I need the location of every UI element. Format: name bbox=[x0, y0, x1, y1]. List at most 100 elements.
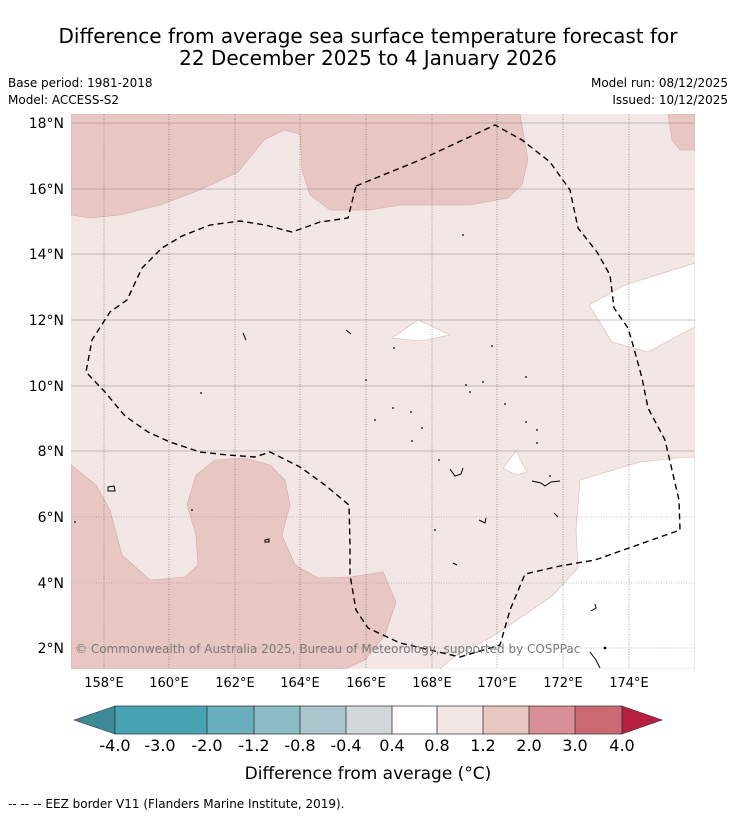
title-line-1: Difference from average sea surface temp… bbox=[58, 24, 678, 48]
colorbar: -4.0 -3.0 -2.0 -1.2 -0.8 -0.4 0.4 0.8 1.… bbox=[73, 705, 663, 755]
atoll bbox=[434, 529, 436, 531]
lat-label-8n: 8°N bbox=[38, 444, 64, 460]
anomaly-band-neutral-patch-2 bbox=[502, 450, 528, 476]
lon-label-160e: 160°E bbox=[149, 676, 189, 691]
anomaly-band-neutral-east bbox=[588, 262, 695, 353]
island-11 bbox=[452, 562, 458, 566]
colorbar-segment-4 bbox=[300, 706, 346, 734]
colorbar-label: 1.2 bbox=[470, 736, 495, 755]
lat-label-18n: 18°N bbox=[29, 116, 64, 132]
anomaly-band-0.8-1.2-south bbox=[71, 457, 397, 669]
colorbar-label: 4.0 bbox=[609, 736, 634, 755]
atoll bbox=[410, 411, 412, 413]
lat-label-16n: 16°N bbox=[29, 182, 64, 198]
colorbar-label: -4.0 bbox=[99, 736, 130, 755]
lat-label-12n: 12°N bbox=[29, 313, 64, 329]
colorbar-segment-9 bbox=[529, 706, 575, 734]
atoll bbox=[469, 391, 471, 393]
atoll bbox=[603, 646, 607, 650]
island-2 bbox=[264, 538, 270, 543]
atoll bbox=[482, 381, 484, 383]
colorbar-segment-7 bbox=[437, 706, 483, 734]
colorbar-label: 3.0 bbox=[562, 736, 587, 755]
island-7 bbox=[590, 603, 597, 612]
model-run: Model run: 08/12/2025 bbox=[590, 76, 728, 90]
atoll bbox=[465, 384, 467, 386]
colorbar-segment-2 bbox=[207, 706, 254, 734]
island-1 bbox=[107, 485, 116, 492]
islands bbox=[107, 329, 601, 669]
eez-border bbox=[85, 124, 681, 658]
colorbar-segment-1 bbox=[115, 706, 207, 734]
anomaly-field bbox=[71, 114, 695, 669]
anomaly-band-0.8-1.2-north bbox=[71, 114, 529, 219]
colorbar-segment-3 bbox=[254, 706, 300, 734]
base-period: Base period: 1981-2018 bbox=[8, 76, 153, 90]
atoll bbox=[191, 509, 193, 511]
lat-label-6n: 6°N bbox=[38, 510, 64, 526]
colorbar-segment-10 bbox=[575, 706, 622, 734]
colorbar-label: -1.2 bbox=[238, 736, 269, 755]
colorbar-label: 0.8 bbox=[424, 736, 449, 755]
longitude-labels: 158°E 160°E 162°E 164°E 166°E 168°E 170°… bbox=[84, 676, 649, 691]
issued-date: Issued: 10/12/2025 bbox=[612, 93, 728, 107]
lon-label-158e: 158°E bbox=[84, 676, 124, 691]
title-line-2: 22 December 2025 to 4 January 2026 bbox=[179, 46, 557, 70]
model-name: Model: ACCESS-S2 bbox=[8, 93, 120, 107]
colorbar-segment-8 bbox=[483, 706, 529, 734]
colorbar-segment-6 bbox=[392, 706, 437, 734]
colorbar-labels: -4.0 -3.0 -2.0 -1.2 -0.8 -0.4 0.4 0.8 1.… bbox=[99, 736, 634, 755]
island-9 bbox=[345, 329, 352, 335]
eez-footnote: -- -- -- EEZ border V11 (Flanders Marine… bbox=[8, 797, 345, 811]
atoll bbox=[365, 379, 367, 381]
lon-label-164e: 164°E bbox=[280, 676, 320, 691]
atoll bbox=[411, 440, 413, 442]
latitude-labels: 18°N 16°N 14°N 12°N 10°N 8°N 6°N 4°N 2°N bbox=[29, 116, 64, 657]
island-4 bbox=[531, 480, 561, 487]
atoll bbox=[200, 392, 202, 394]
island-5 bbox=[478, 517, 487, 524]
colorbar-dividers bbox=[114, 705, 623, 735]
atoll bbox=[491, 345, 493, 347]
atoll bbox=[74, 521, 76, 523]
lon-label-168e: 168°E bbox=[412, 676, 452, 691]
island-8 bbox=[589, 651, 601, 669]
lon-label-166e: 166°E bbox=[346, 676, 386, 691]
atoll bbox=[536, 429, 538, 431]
lon-label-174e: 174°E bbox=[609, 676, 649, 691]
island-6 bbox=[553, 512, 559, 518]
colorbar-label: -0.4 bbox=[330, 736, 361, 755]
colorbar-label: -3.0 bbox=[144, 736, 175, 755]
atoll bbox=[438, 459, 440, 461]
lat-label-10n: 10°N bbox=[29, 379, 64, 395]
island-3 bbox=[449, 467, 464, 477]
lon-label-162e: 162°E bbox=[215, 676, 255, 691]
atoll bbox=[462, 234, 464, 236]
lat-label-4n: 4°N bbox=[38, 576, 64, 592]
island-10 bbox=[242, 332, 247, 341]
colorbar-label: 2.0 bbox=[516, 736, 541, 755]
colorbar-extend-low bbox=[73, 705, 116, 735]
atoll bbox=[374, 419, 376, 421]
map-figure: © Commonwealth of Australia 2025, Bureau… bbox=[29, 114, 695, 755]
atoll bbox=[392, 407, 394, 409]
colorbar-segment-5 bbox=[346, 706, 392, 734]
atoll bbox=[549, 475, 551, 477]
colorbar-label: -0.8 bbox=[284, 736, 315, 755]
atoll bbox=[393, 347, 395, 349]
lat-label-2n: 2°N bbox=[38, 641, 64, 657]
colorbar-label: 0.4 bbox=[379, 736, 404, 755]
atoll bbox=[421, 427, 423, 429]
atoll bbox=[525, 376, 527, 378]
copyright-text: © Commonwealth of Australia 2025, Bureau… bbox=[75, 642, 580, 656]
atolls bbox=[74, 234, 607, 650]
atoll bbox=[525, 421, 527, 423]
eez-border-line bbox=[85, 124, 681, 658]
lat-label-14n: 14°N bbox=[29, 247, 64, 263]
colorbar-title: Difference from average (°C) bbox=[244, 764, 492, 784]
colorbar-label: -2.0 bbox=[191, 736, 222, 755]
atoll bbox=[504, 403, 506, 405]
anomaly-band-neutral-patch-1 bbox=[391, 319, 451, 342]
lon-label-170e: 170°E bbox=[477, 676, 517, 691]
lon-label-172e: 172°E bbox=[543, 676, 583, 691]
